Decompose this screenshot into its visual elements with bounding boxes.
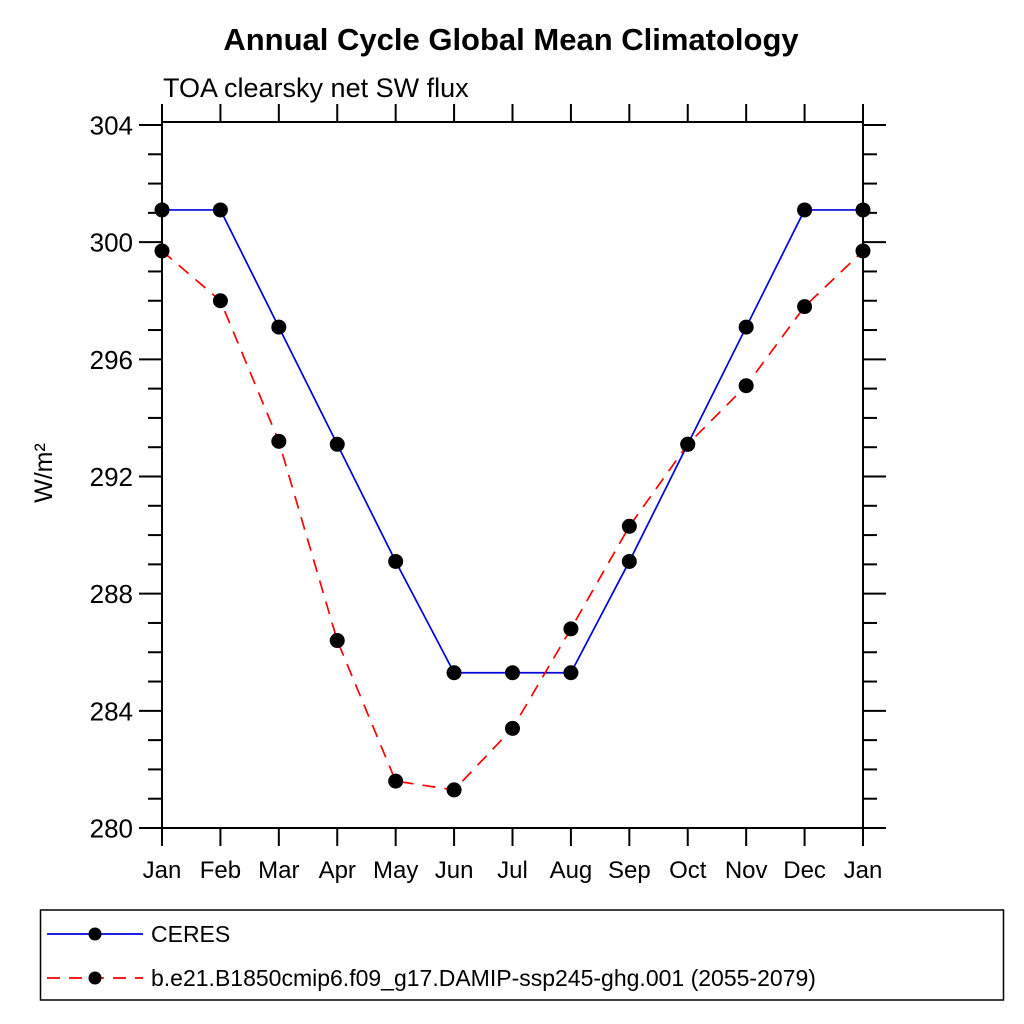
data-point-marker [680,436,696,452]
data-point-marker [271,433,287,449]
data-point-marker [212,202,228,218]
data-point-marker [388,773,404,789]
legend: CERES b.e21.B1850cmip6.f09_g17.DAMIP-ssp… [39,909,1005,1001]
data-point-marker [563,621,579,637]
data-point-marker [738,319,754,335]
y-tick-label: 304 [90,111,133,141]
x-tick-label: Feb [200,857,241,884]
x-tick-label: Jan [844,857,883,884]
x-tick-label: Oct [669,857,707,884]
data-point-marker [621,553,637,569]
x-tick-label: Dec [783,857,826,884]
y-axis-label: W/m² [30,443,58,503]
y-tick-label: 292 [90,462,133,492]
data-point-marker [212,293,228,309]
data-point-marker [797,202,813,218]
legend-marker-ceres [88,927,102,941]
data-point-marker [329,436,345,452]
data-point-marker [797,299,813,315]
x-tick-label: Mar [258,857,299,884]
y-tick-label: 280 [90,814,133,844]
data-point-marker [563,665,579,681]
series-layer [154,202,871,798]
x-tick-label: Nov [725,857,768,884]
x-tick-label: Sep [608,857,651,884]
axes-layer: Jan Feb Mar Apr May Jun Jul Aug Sep Oct Nov Dec Jan 2… [90,104,886,884]
data-point-marker [738,378,754,394]
x-tick-label: Jul [497,857,528,884]
x-tick-label: May [373,857,418,884]
x-tick-label: Aug [550,857,593,884]
x-tick-label: Jun [435,857,474,884]
legend-label-model: b.e21.B1850cmip6.f09_g17.DAMIP-ssp245-gh… [151,965,816,991]
data-point-marker [329,633,345,649]
series-line-1 [161,250,864,791]
data-point-marker [505,720,520,736]
legend-label-ceres: CERES [151,921,230,947]
data-point-marker [154,243,170,259]
data-point-marker [505,665,520,681]
data-point-marker [271,319,287,335]
data-point-marker [855,202,871,218]
legend-box [39,909,1005,1001]
legend-marker-model [88,971,102,985]
x-tick-label: Jan [143,857,182,884]
series-line-0 [162,209,863,674]
chart-title: Annual Cycle Global Mean Climatology [223,22,799,57]
y-tick-label: 288 [90,579,133,609]
y-tick-label: 284 [90,696,133,726]
y-tick-label: 296 [90,345,133,375]
x-tick-label: Apr [319,857,356,884]
data-point-marker [446,665,462,681]
data-point-marker [621,518,637,534]
data-point-marker [154,202,170,218]
data-point-marker [446,782,462,798]
data-point-marker [388,553,404,569]
chart-subtitle: TOA clearsky net SW flux [163,73,469,103]
y-tick-label: 300 [90,228,133,258]
data-point-marker [855,243,871,259]
